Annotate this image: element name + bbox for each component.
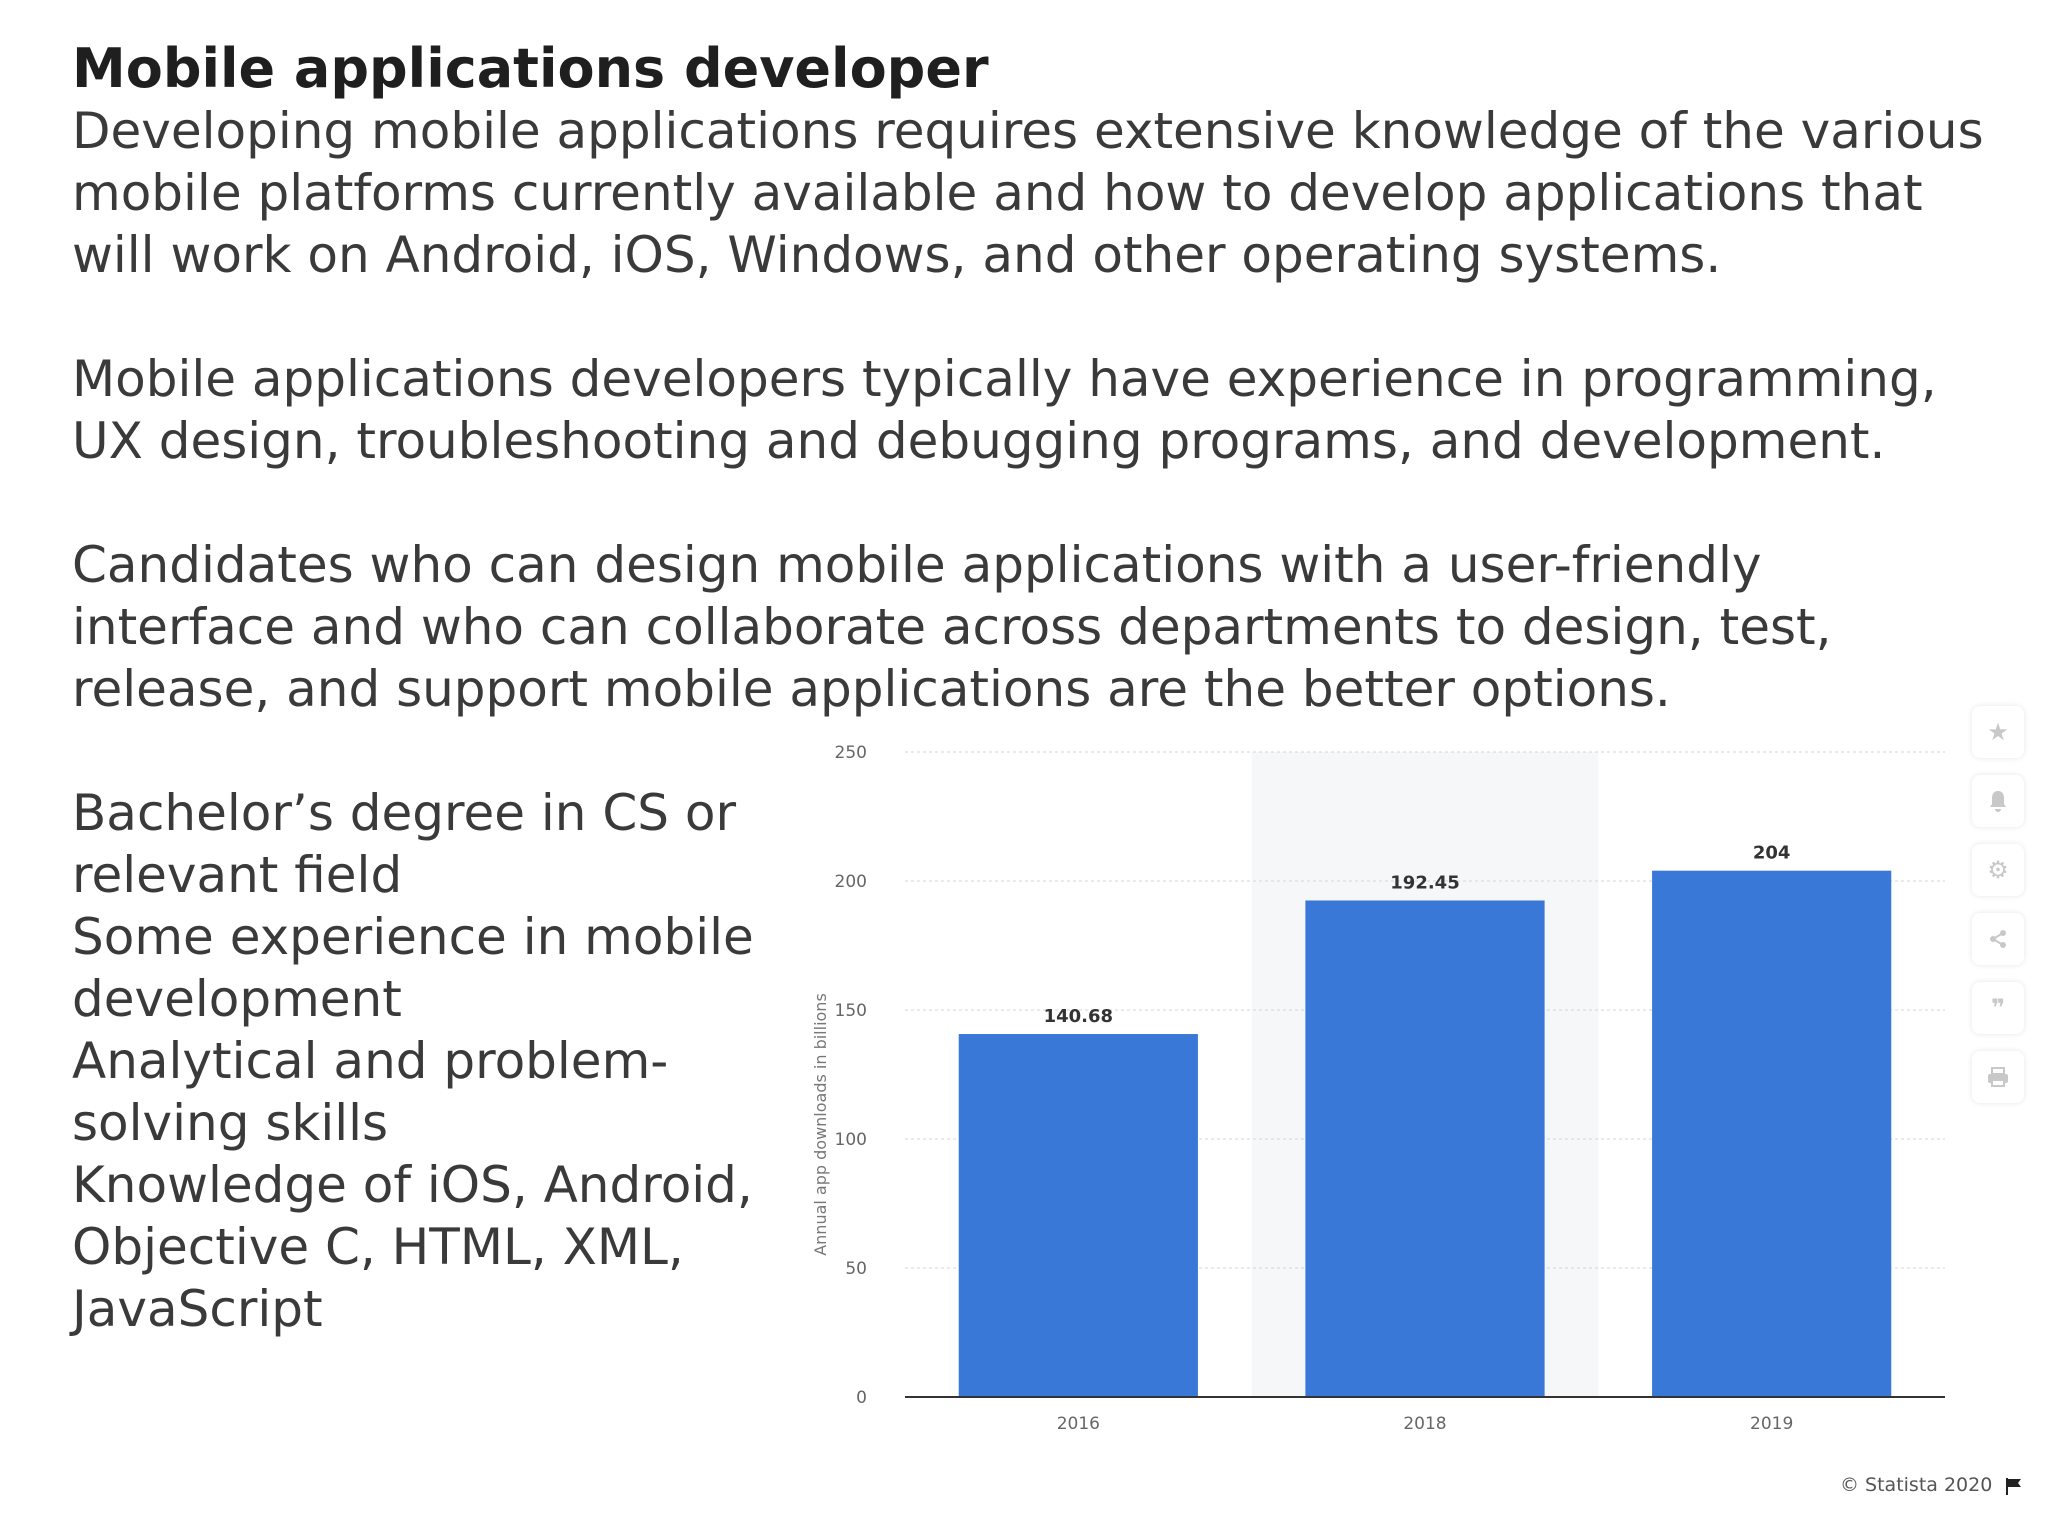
requirement-line: Some experience in mobile: [72, 908, 754, 966]
slide-title: Mobile applications developer: [72, 37, 989, 100]
candidates-paragraph: Candidates who can design mobile applica…: [72, 534, 1972, 720]
x-tick-label: 2016: [1057, 1414, 1100, 1434]
intro-paragraph: Developing mobile applications requires …: [72, 100, 1984, 286]
requirement-line: Analytical and problem-: [72, 1032, 669, 1090]
quote-icon[interactable]: ❞: [1972, 982, 2024, 1034]
requirement-line: Objective C, HTML, XML,: [72, 1218, 684, 1276]
print-icon-glyph: [1988, 1067, 2008, 1087]
requirement-item: Analytical and problem- solving skills: [72, 1030, 754, 1154]
paragraph-line: release, and support mobile applications…: [72, 660, 1671, 718]
y-axis-label: Annual app downloads in billions: [811, 993, 830, 1256]
bell-icon-glyph: [1990, 791, 2006, 812]
bar-2019: [1652, 870, 1892, 1397]
y-tick-label: 0: [856, 1388, 867, 1408]
y-tick-label: 100: [835, 1130, 867, 1150]
paragraph-line: mobile platforms currently available and…: [72, 164, 1923, 222]
chart-toolbar: ★ ⚙ ❞: [1972, 706, 2028, 1106]
paragraph-line: interface and who can collaborate across…: [72, 598, 1832, 656]
y-tick-label: 150: [835, 1001, 867, 1021]
x-tick-label: 2019: [1750, 1414, 1793, 1434]
y-tick-label: 200: [835, 872, 867, 892]
data-label: 140.68: [1044, 1006, 1113, 1027]
requirement-item: Some experience in mobile development: [72, 906, 754, 1030]
data-label: 204: [1753, 843, 1791, 864]
data-label: 192.45: [1390, 872, 1459, 893]
requirement-line: solving skills: [72, 1094, 389, 1152]
gear-icon[interactable]: ⚙: [1972, 844, 2024, 896]
share-icon-glyph: [1990, 930, 2006, 948]
experience-paragraph: Mobile applications developers typically…: [72, 348, 1972, 472]
requirements-list: Bachelor’s degree in CS or relevant fiel…: [72, 782, 754, 1340]
paragraph-line: will work on Android, iOS, Windows, and …: [72, 226, 1722, 284]
requirement-item: Bachelor’s degree in CS or relevant fiel…: [72, 782, 754, 906]
x-tick-label: 2018: [1403, 1414, 1446, 1434]
downloads-chart: 0 50 100 150 200 250 140.68 2016 192.45 2018 204 20…: [790, 725, 1970, 1450]
bar-chart-svg: 0 50 100 150 200 250 140.68 2016 192.45 2018 204 20…: [811, 743, 1945, 1434]
bar-2016: [958, 1034, 1198, 1397]
print-icon[interactable]: [1972, 1051, 2024, 1103]
requirement-line: development: [72, 970, 402, 1028]
requirement-line: relevant field: [72, 846, 403, 904]
requirement-item: Knowledge of iOS, Android, Objective C, …: [72, 1154, 754, 1340]
share-icon[interactable]: [1972, 913, 2024, 965]
paragraph-line: UX design, troubleshooting and debugging…: [72, 412, 1886, 470]
statista-credit[interactable]: © Statista 2020: [1840, 1474, 2024, 1496]
y-tick-label: 250: [835, 743, 867, 763]
paragraph-line: Candidates who can design mobile applica…: [72, 536, 1762, 594]
flag-icon: [2006, 1477, 2022, 1495]
paragraph-line: Mobile applications developers typically…: [72, 350, 1937, 408]
requirement-line: Knowledge of iOS, Android,: [72, 1156, 753, 1214]
y-tick-label: 50: [845, 1259, 867, 1279]
requirement-line: Bachelor’s degree in CS or: [72, 784, 737, 842]
credit-text: © Statista 2020: [1840, 1474, 1993, 1496]
star-icon[interactable]: ★: [1972, 706, 2024, 758]
requirement-line: JavaScript: [72, 1280, 323, 1338]
bell-icon[interactable]: [1972, 775, 2024, 827]
paragraph-line: Developing mobile applications requires …: [72, 102, 1984, 160]
bar-2018: [1305, 900, 1545, 1397]
